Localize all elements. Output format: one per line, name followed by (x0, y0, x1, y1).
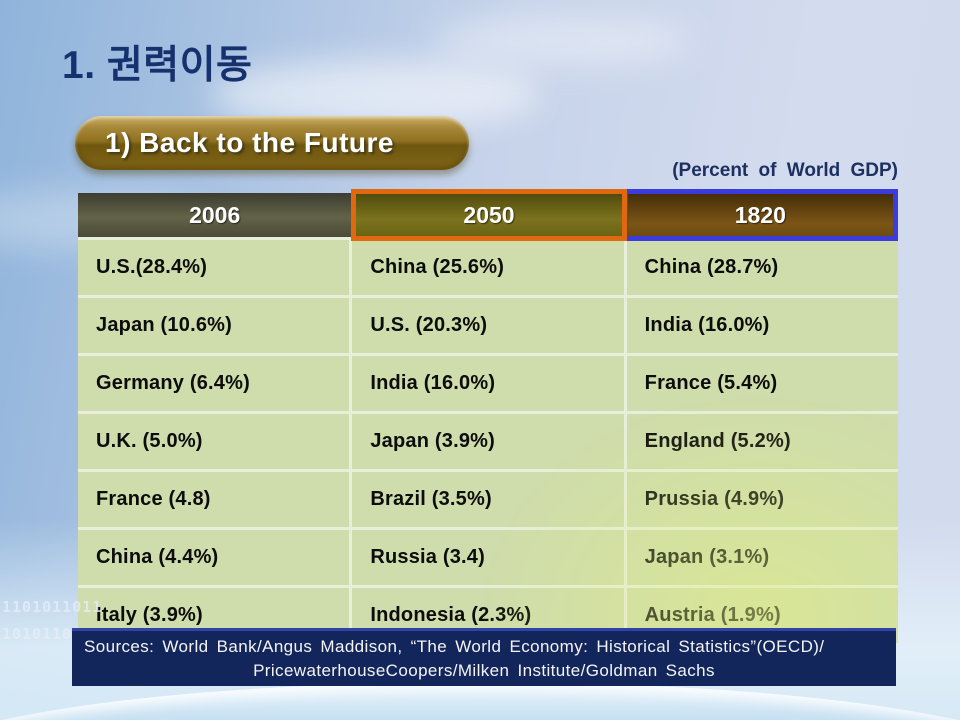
table-cell: India (16.0%) (626, 298, 898, 353)
table-cell: China (4.4%) (78, 530, 350, 585)
table-cell: Japan (3.1%) (626, 530, 898, 585)
table-cell: Germany (6.4%) (78, 356, 350, 411)
sources-line-1: Sources: World Bank/Angus Maddison, “The… (84, 637, 825, 656)
slide-title: 1. 권력이동 (62, 44, 253, 87)
binary-line: 1101011011 (2, 598, 103, 616)
table-cell: France (5.4%) (626, 356, 898, 411)
table-cell: U.K. (5.0%) (78, 414, 350, 469)
table-cell: Brazil (3.5%) (352, 472, 624, 527)
earth-horizon-graphic (0, 682, 960, 720)
column-header-2006: 2006 (78, 193, 352, 237)
table-cell: Prussia (4.9%) (626, 472, 898, 527)
table-caption: (Percent of World GDP) (672, 160, 898, 181)
binary-code-decoration: 1101011011 101011001 (2, 594, 102, 648)
gdp-table: 2006 2050 1820 U.S.(28.4%) China (25.6%)… (78, 189, 898, 643)
table-cell: India (16.0%) (352, 356, 624, 411)
sources-footer: Sources: World Bank/Angus Maddison, “The… (72, 628, 896, 686)
cloud-decoration (430, 16, 690, 66)
section-badge: 1) Back to the Future (75, 116, 469, 170)
table-cell: China (28.7%) (626, 240, 898, 295)
binary-line: 101011001 (2, 625, 93, 643)
table-cell: France (4.8) (78, 472, 350, 527)
table-cell: England (5.2%) (626, 414, 898, 469)
column-header-2050: 2050 (351, 189, 627, 241)
table-cell: China (25.6%) (352, 240, 624, 295)
table-cell: U.S.(28.4%) (78, 240, 350, 295)
table-body: U.S.(28.4%) China (25.6%) China (28.7%) … (78, 237, 898, 643)
table-cell: Japan (10.6%) (78, 298, 350, 353)
sources-line-2: PricewaterhouseCoopers/Milken Institute/… (253, 661, 715, 680)
section-badge-label: 1) Back to the Future (105, 127, 394, 158)
column-header-1820: 1820 (622, 189, 898, 241)
table-cell: Japan (3.9%) (352, 414, 624, 469)
table-header-row: 2006 2050 1820 (78, 189, 898, 241)
table-cell: U.S. (20.3%) (352, 298, 624, 353)
table-cell: Russia (3.4) (352, 530, 624, 585)
